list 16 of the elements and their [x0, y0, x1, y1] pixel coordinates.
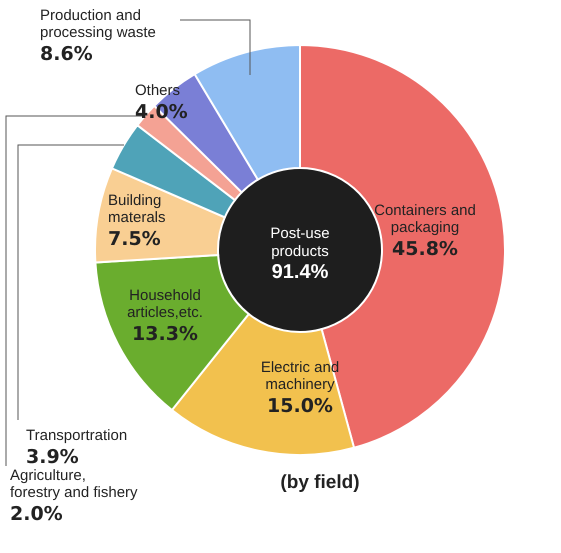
data-label: 8.6% [40, 43, 93, 65]
data-label: 2.0% [10, 503, 63, 525]
data-label: 45.8% [392, 238, 458, 260]
slice-label: Production and processing waste [40, 7, 156, 41]
text: (by field) [280, 472, 360, 493]
slice-label: Containers and packaging [374, 202, 476, 236]
slice-label: Transportration [26, 427, 128, 444]
data-label: 15.0% [267, 395, 333, 417]
text: Post-use products [270, 225, 330, 260]
slice-label: Building materals [108, 192, 166, 226]
data-label: 13.3% [132, 323, 198, 345]
data-label: 7.5% [108, 228, 161, 250]
data-label: 3.9% [26, 446, 79, 468]
text: 91.4% [272, 261, 329, 283]
slice-label: Household articles,etc. [127, 287, 203, 321]
slice-label: Agriculture, forestry and fishery [10, 467, 138, 501]
